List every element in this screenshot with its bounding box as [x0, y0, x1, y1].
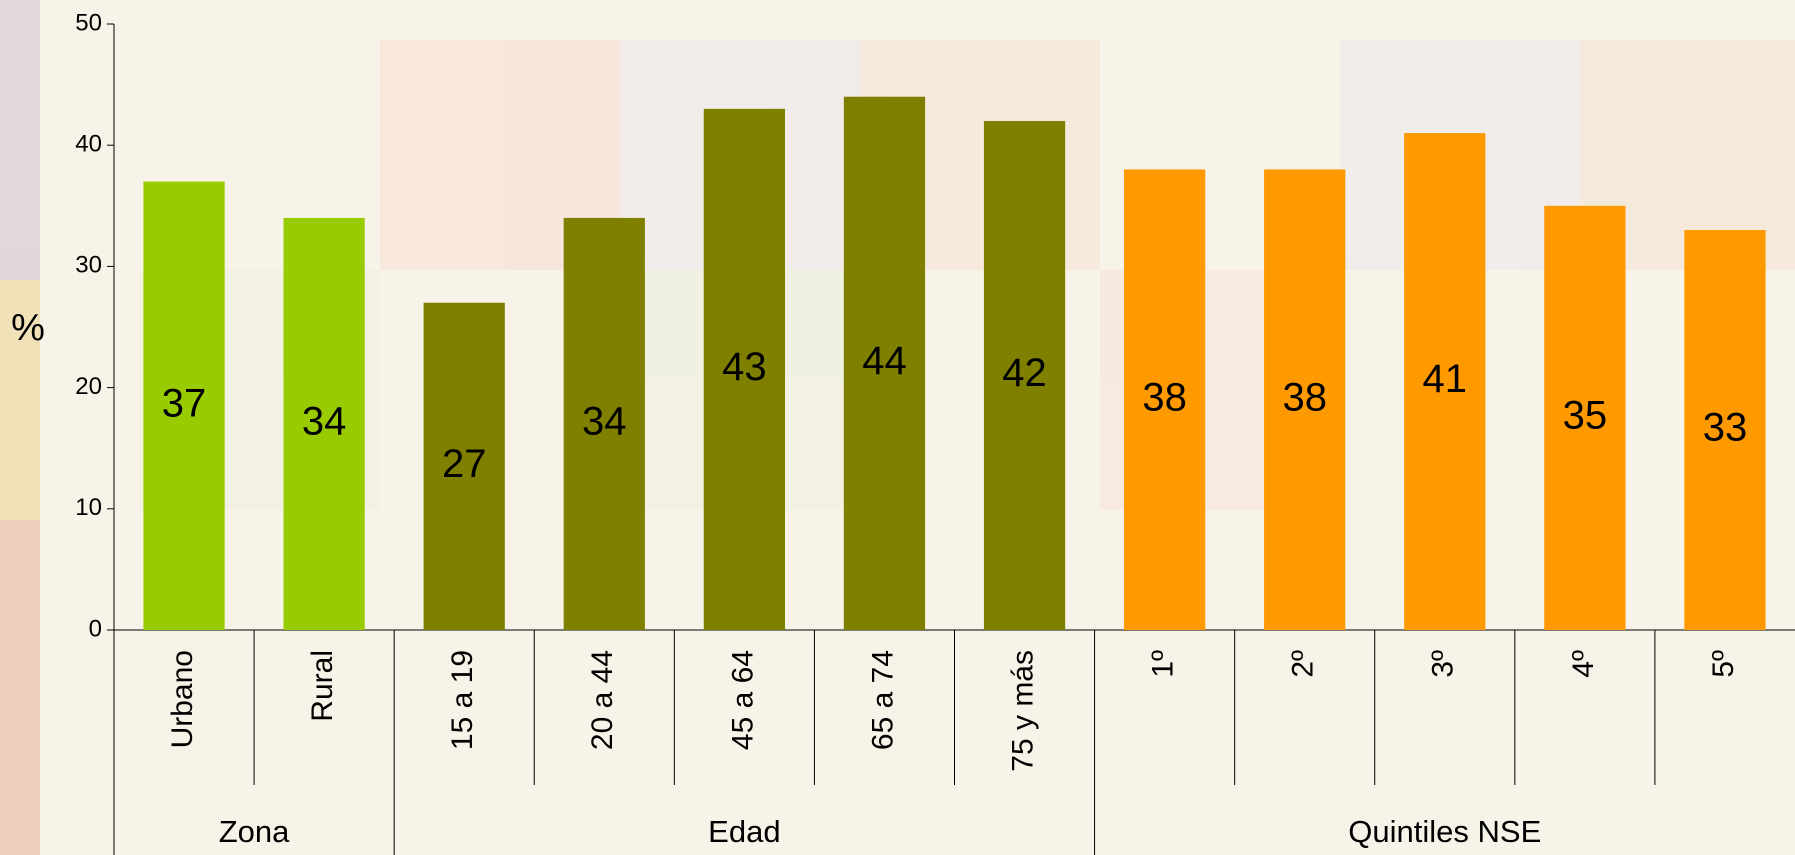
x-tick-label: 5º — [1707, 650, 1740, 678]
data-label: 35 — [1563, 393, 1608, 437]
data-label: 34 — [582, 400, 627, 444]
x-tick-label: 15 a 19 — [446, 650, 479, 750]
x-tick-label: 3º — [1427, 650, 1460, 678]
data-label: 27 — [442, 442, 487, 486]
x-tick-label: 65 a 74 — [866, 650, 899, 750]
data-label: 42 — [1002, 351, 1047, 395]
data-label: 38 — [1282, 375, 1327, 419]
data-label: 34 — [302, 400, 347, 444]
data-label: 37 — [162, 381, 207, 425]
y-axis-label: % — [11, 307, 45, 349]
x-tick-label: 2º — [1287, 650, 1320, 678]
data-label: 43 — [722, 345, 767, 389]
group-label: Zona — [219, 814, 290, 849]
x-tick-label: 45 a 64 — [726, 650, 759, 750]
x-tick-label: 1º — [1147, 650, 1180, 678]
data-label: 33 — [1703, 406, 1748, 450]
y-tick-label: 20 — [75, 373, 102, 400]
x-tick-label: 20 a 44 — [586, 650, 619, 750]
x-tick-label: Rural — [306, 650, 339, 722]
y-tick-label: 30 — [75, 252, 102, 279]
data-label: 38 — [1142, 375, 1187, 419]
x-tick-label: 75 y más — [1006, 650, 1039, 772]
chart: % 0 10 20 30 40 50 37 Urbano 34 Rural Zona 27 15 a 1… — [0, 0, 1795, 855]
x-tick-label: 4º — [1567, 650, 1600, 678]
group-label: Edad — [708, 814, 780, 849]
data-label: 41 — [1423, 357, 1468, 401]
y-tick-label: 50 — [75, 9, 102, 36]
y-tick-label: 40 — [75, 131, 102, 158]
page: {"chart_data": {"type": "bar", "y_label"… — [0, 0, 1795, 855]
y-tick-label: 10 — [75, 494, 102, 521]
x-tick-label: Urbano — [166, 650, 199, 748]
group-label: Quintiles NSE — [1348, 814, 1541, 849]
y-tick-label: 0 — [89, 615, 102, 642]
data-label: 44 — [862, 339, 907, 383]
